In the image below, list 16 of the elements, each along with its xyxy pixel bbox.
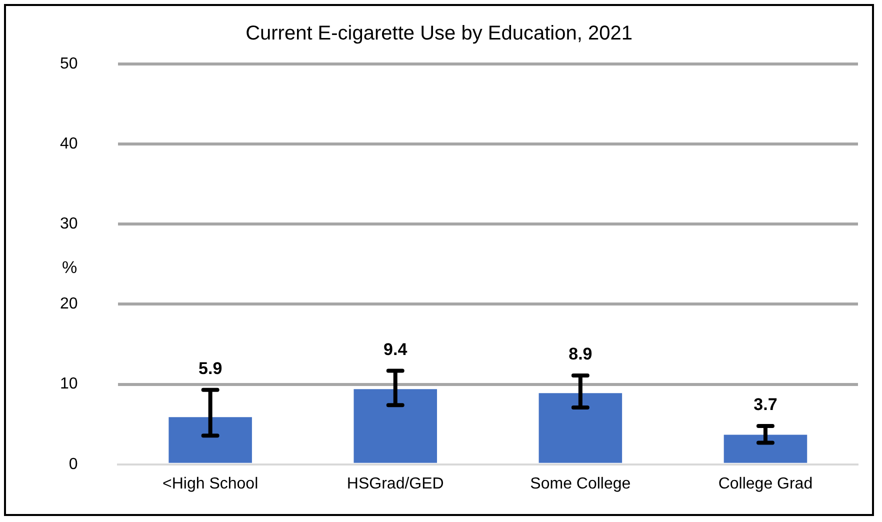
data-label: 3.7 xyxy=(754,395,778,414)
x-tick-label: <High School xyxy=(162,475,258,492)
x-tick-label: College Grad xyxy=(718,475,813,492)
y-tick-label: 30 xyxy=(60,216,78,233)
x-tick-label: Some College xyxy=(530,475,631,492)
y-tick-label: 40 xyxy=(60,135,78,152)
y-tick-label: 50 xyxy=(60,55,78,72)
data-label: 8.9 xyxy=(568,344,592,364)
y-tick-label: 10 xyxy=(60,376,78,393)
y-axis-title: % xyxy=(62,258,78,277)
chart-title: Current E-cigarette Use by Education, 2021 xyxy=(246,22,632,45)
x-tick-label: HSGrad/GED xyxy=(346,475,444,492)
y-tick-label: 20 xyxy=(60,296,78,313)
y-tick-label: 0 xyxy=(68,456,78,473)
data-label: 9.4 xyxy=(384,340,408,359)
data-label: 5.9 xyxy=(198,359,222,378)
